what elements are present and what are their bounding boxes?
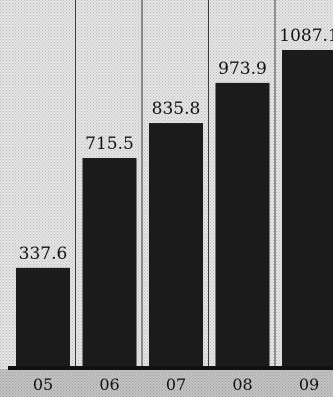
bar-06 xyxy=(82,158,137,366)
axis-strip xyxy=(0,369,333,397)
x-tick-label-06: 06 xyxy=(99,375,119,394)
x-axis-baseline xyxy=(8,366,333,370)
value-label-07: 835.8 xyxy=(152,99,201,119)
bar-05 xyxy=(16,267,70,366)
value-label-06: 715.5 xyxy=(85,134,134,154)
value-label-09: 1087.1 xyxy=(279,26,333,46)
bar-07 xyxy=(149,123,203,366)
value-label-08: 973.9 xyxy=(218,59,267,79)
bar-08 xyxy=(215,82,270,367)
x-tick-label-07: 07 xyxy=(166,375,186,394)
x-tick-label-05: 05 xyxy=(33,375,53,394)
bar-09 xyxy=(282,50,333,366)
x-tick-label-08: 08 xyxy=(232,375,252,394)
x-tick-label-09: 09 xyxy=(299,375,319,394)
value-label-05: 337.6 xyxy=(19,244,68,264)
